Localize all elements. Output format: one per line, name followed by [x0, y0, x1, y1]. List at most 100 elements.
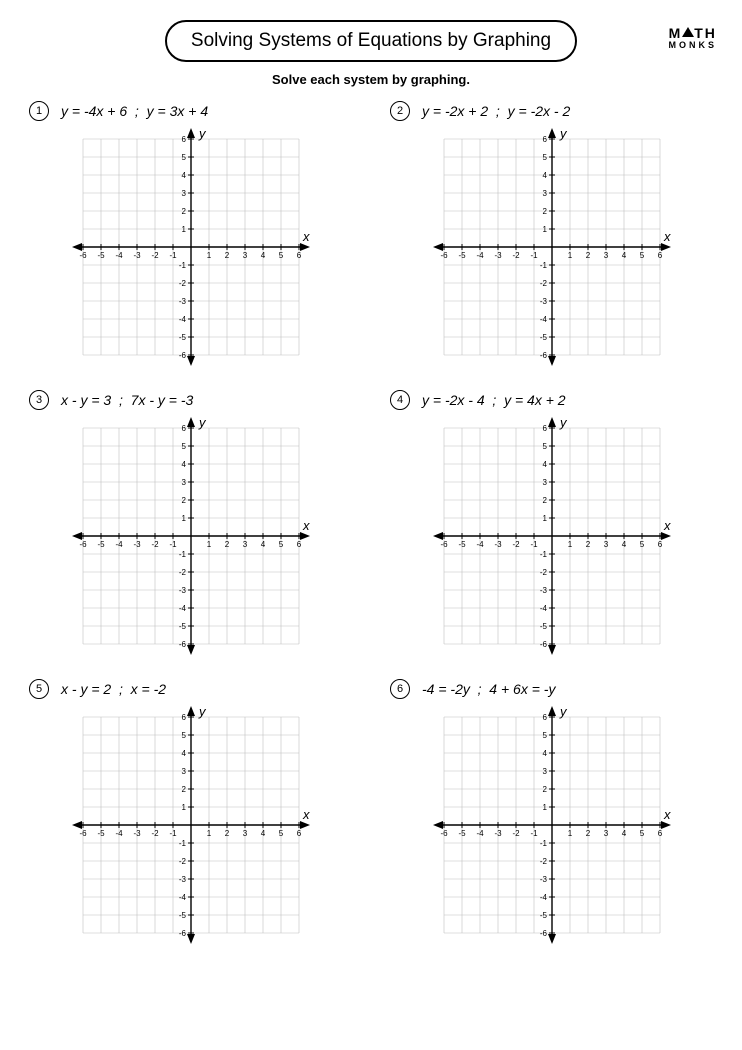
problem: 3 x - y = 3 ; 7x - y = -3 -6-5-4-3-2-112…	[25, 390, 356, 661]
svg-text:-5: -5	[458, 540, 466, 549]
svg-text:-3: -3	[133, 251, 141, 260]
svg-text:-4: -4	[476, 251, 484, 260]
svg-text:1: 1	[542, 803, 547, 812]
svg-text:2: 2	[224, 829, 229, 838]
svg-text:2: 2	[585, 829, 590, 838]
svg-text:3: 3	[603, 829, 608, 838]
svg-text:-1: -1	[539, 550, 547, 559]
svg-text:-5: -5	[97, 540, 105, 549]
logo-text-pre: M	[669, 25, 683, 41]
svg-text:4: 4	[621, 540, 626, 549]
svg-text:5: 5	[542, 442, 547, 451]
svg-text:-6: -6	[178, 640, 186, 649]
svg-text:5: 5	[278, 829, 283, 838]
svg-text:-4: -4	[539, 315, 547, 324]
svg-text:2: 2	[181, 785, 186, 794]
svg-text:-6: -6	[440, 829, 448, 838]
svg-text:4: 4	[181, 171, 186, 180]
svg-text:-6: -6	[539, 929, 547, 938]
svg-text:2: 2	[224, 251, 229, 260]
svg-text:2: 2	[585, 251, 590, 260]
svg-text:6: 6	[181, 713, 186, 722]
svg-text:x: x	[302, 807, 310, 822]
svg-text:6: 6	[296, 251, 301, 260]
svg-text:1: 1	[542, 225, 547, 234]
svg-text:6: 6	[542, 424, 547, 433]
svg-text:-6: -6	[178, 929, 186, 938]
svg-text:4: 4	[260, 540, 265, 549]
problem-header: 2 y = -2x + 2 ; y = -2x - 2	[390, 101, 717, 121]
svg-text:-1: -1	[530, 829, 538, 838]
svg-text:5: 5	[181, 731, 186, 740]
svg-text:2: 2	[585, 540, 590, 549]
svg-text:-5: -5	[178, 333, 186, 342]
svg-text:-2: -2	[512, 829, 520, 838]
worksheet-title: Solving Systems of Equations by Graphing	[165, 20, 577, 62]
problem: 1 y = -4x + 6 ; y = 3x + 4 -6-5-4-3-2-11…	[25, 101, 356, 372]
svg-text:3: 3	[242, 540, 247, 549]
svg-text:-6: -6	[539, 640, 547, 649]
svg-text:5: 5	[639, 251, 644, 260]
svg-text:3: 3	[542, 189, 547, 198]
svg-text:6: 6	[181, 424, 186, 433]
svg-text:-5: -5	[458, 829, 466, 838]
svg-text:-4: -4	[178, 893, 186, 902]
problem-number-circle: 4	[390, 390, 410, 410]
svg-text:4: 4	[260, 251, 265, 260]
svg-text:3: 3	[603, 251, 608, 260]
graph-container: -6-5-4-3-2-1123456-6-5-4-3-2-1123456yx	[25, 127, 356, 372]
worksheet-instructions: Solve each system by graphing.	[25, 72, 717, 87]
svg-text:6: 6	[657, 251, 662, 260]
problem-equation: y = -4x + 6 ; y = 3x + 4	[61, 103, 208, 119]
svg-text:5: 5	[181, 153, 186, 162]
svg-text:-3: -3	[178, 586, 186, 595]
svg-text:-6: -6	[79, 540, 87, 549]
svg-text:6: 6	[657, 540, 662, 549]
graph-container: -6-5-4-3-2-1123456-6-5-4-3-2-1123456yx	[25, 416, 356, 661]
problem: 4 y = -2x - 4 ; y = 4x + 2 -6-5-4-3-2-11…	[386, 390, 717, 661]
problem-header: 3 x - y = 3 ; 7x - y = -3	[29, 390, 356, 410]
svg-text:6: 6	[657, 829, 662, 838]
svg-text:4: 4	[181, 749, 186, 758]
svg-text:3: 3	[542, 478, 547, 487]
svg-text:3: 3	[542, 767, 547, 776]
svg-text:-3: -3	[178, 297, 186, 306]
svg-text:-2: -2	[151, 540, 159, 549]
svg-text:-4: -4	[476, 829, 484, 838]
svg-text:2: 2	[181, 496, 186, 505]
problem-equation: x - y = 2 ; x = -2	[61, 681, 166, 697]
svg-text:-3: -3	[539, 297, 547, 306]
svg-text:-4: -4	[115, 251, 123, 260]
svg-text:4: 4	[260, 829, 265, 838]
svg-text:6: 6	[296, 540, 301, 549]
svg-text:2: 2	[542, 496, 547, 505]
svg-text:6: 6	[542, 135, 547, 144]
svg-text:5: 5	[278, 540, 283, 549]
svg-text:5: 5	[639, 540, 644, 549]
svg-text:x: x	[663, 807, 671, 822]
brand-logo: MTH MONKS	[669, 26, 718, 50]
svg-text:-2: -2	[151, 829, 159, 838]
problem-number-circle: 5	[29, 679, 49, 699]
svg-text:5: 5	[278, 251, 283, 260]
svg-text:3: 3	[181, 189, 186, 198]
svg-text:x: x	[663, 229, 671, 244]
svg-text:5: 5	[542, 731, 547, 740]
svg-text:6: 6	[542, 713, 547, 722]
svg-text:4: 4	[621, 829, 626, 838]
svg-text:-1: -1	[169, 540, 177, 549]
svg-text:4: 4	[621, 251, 626, 260]
svg-text:1: 1	[567, 829, 572, 838]
graph-container: -6-5-4-3-2-1123456-6-5-4-3-2-1123456yx	[386, 127, 717, 372]
problem-number-circle: 1	[29, 101, 49, 121]
svg-text:-3: -3	[539, 586, 547, 595]
svg-text:-4: -4	[178, 604, 186, 613]
svg-text:-3: -3	[133, 829, 141, 838]
svg-text:-5: -5	[178, 911, 186, 920]
svg-text:-6: -6	[440, 540, 448, 549]
svg-text:-1: -1	[178, 550, 186, 559]
problem-equation: x - y = 3 ; 7x - y = -3	[61, 392, 193, 408]
problem-number-circle: 3	[29, 390, 49, 410]
svg-text:3: 3	[181, 478, 186, 487]
logo-text-post: TH	[694, 25, 717, 41]
